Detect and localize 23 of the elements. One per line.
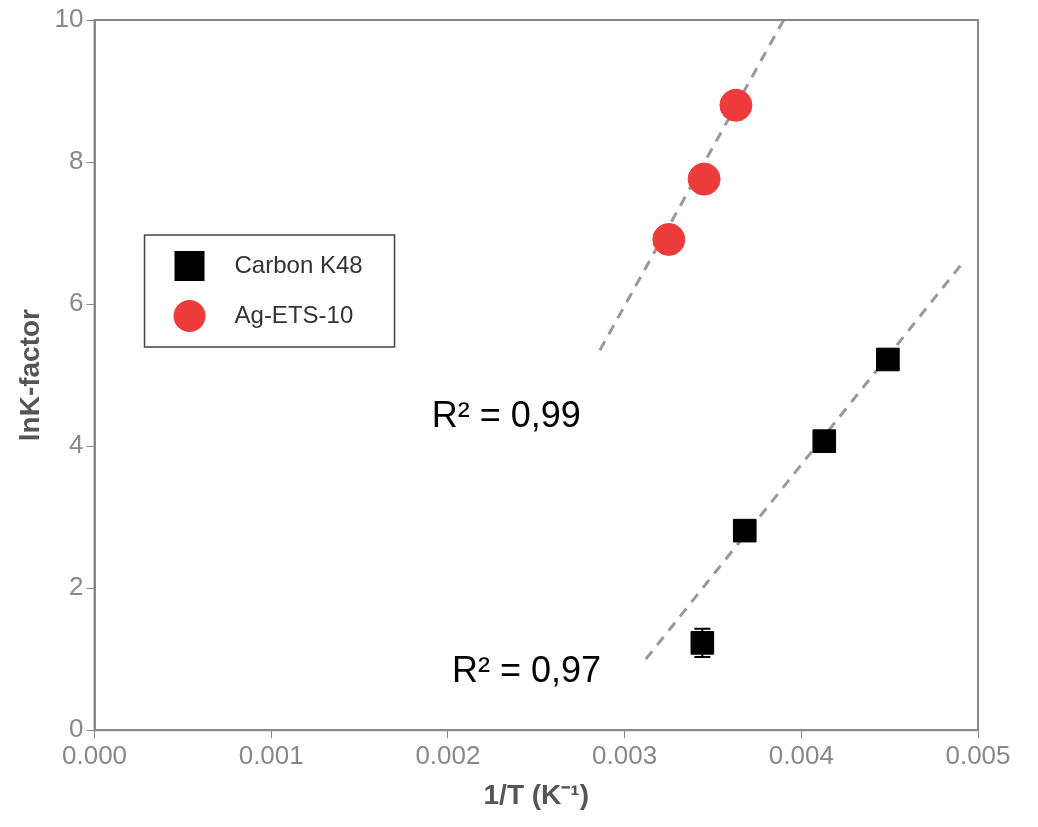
y-axis-title: lnK-factor <box>13 308 45 442</box>
x-tick-label: 0.005 <box>945 739 1011 770</box>
x-tick-label: 0.002 <box>415 739 481 770</box>
legend-label: Carbon K48 <box>234 250 363 278</box>
y-tick-label: 4 <box>69 429 84 460</box>
point <box>719 88 753 122</box>
y-tick-label: 10 <box>54 3 84 34</box>
point <box>876 347 900 372</box>
x-tick-label: 0.003 <box>592 739 658 770</box>
point <box>812 429 837 453</box>
y-tick-label: 6 <box>69 287 84 318</box>
x-tick-label: 0.004 <box>768 739 834 770</box>
point <box>652 222 686 256</box>
point <box>687 162 721 196</box>
x-axis-title: 1/T (K⁻¹) <box>483 778 589 810</box>
x-tick-label: 0.001 <box>238 739 304 770</box>
legend-label: Ag-ETS-10 <box>234 300 354 328</box>
y-tick-label: 2 <box>69 571 84 602</box>
y-tick-label: 8 <box>69 145 84 176</box>
annotation: R² = 0,97 <box>451 648 602 690</box>
point <box>732 518 757 543</box>
point <box>690 631 715 655</box>
annotation: R² = 0,99 <box>431 393 581 435</box>
